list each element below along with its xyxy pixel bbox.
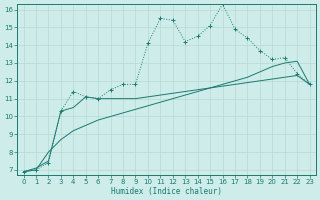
X-axis label: Humidex (Indice chaleur): Humidex (Indice chaleur) xyxy=(111,187,222,196)
